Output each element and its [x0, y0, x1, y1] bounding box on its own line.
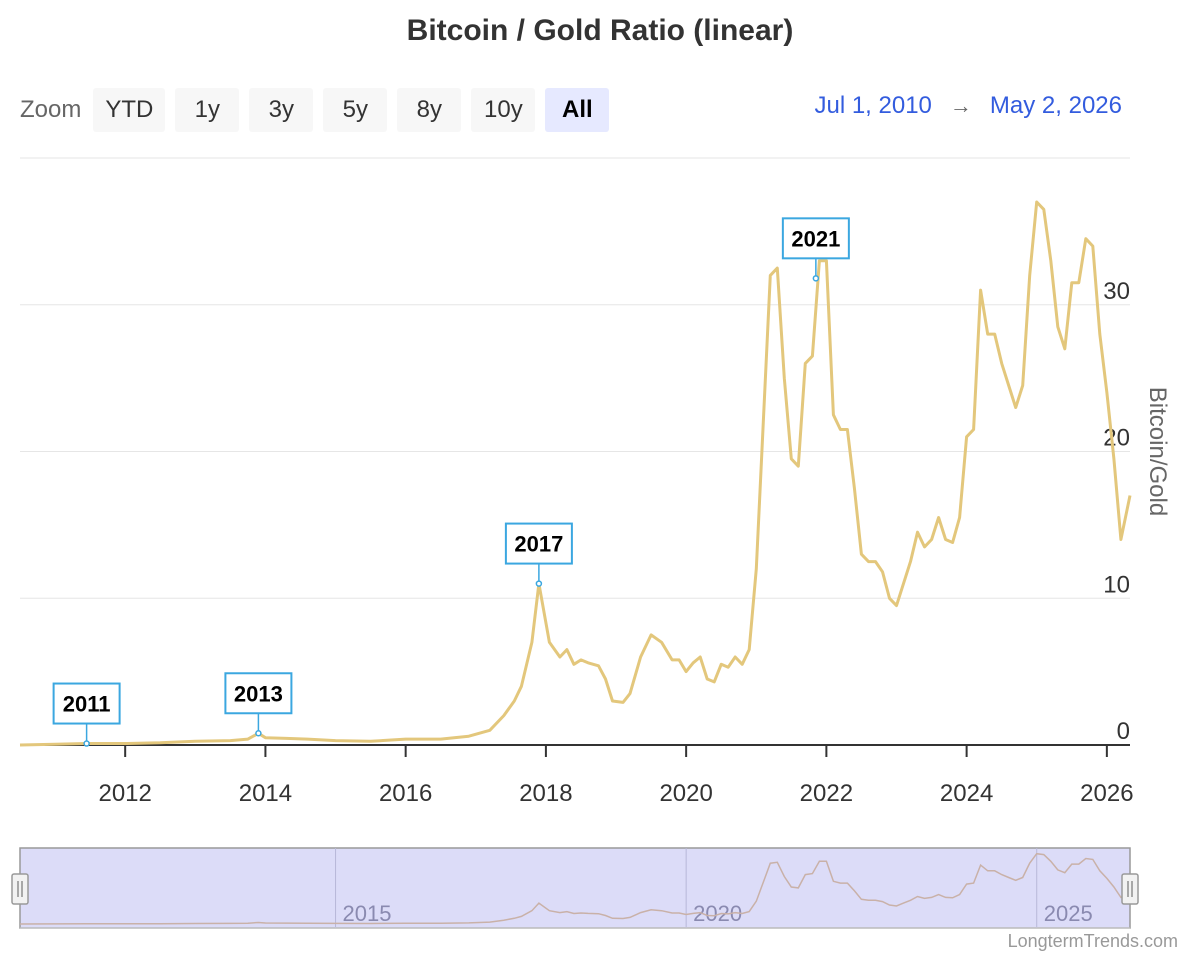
x-tick-label: 2018: [519, 780, 572, 807]
zoom-3y-button[interactable]: 3y: [249, 88, 314, 132]
x-tick-label: 2024: [940, 780, 993, 807]
navigator-tick-label: 2015: [343, 901, 392, 926]
y-tick-label: 0: [1117, 718, 1130, 745]
zoom-ytd-button[interactable]: YTD: [93, 88, 166, 132]
range-to-input[interactable]: May 2, 2026: [989, 92, 1122, 119]
zoom-bar: Zoom YTD 1y 3y 5y 8y 10y All: [20, 88, 619, 132]
x-tick-label: 2016: [379, 780, 432, 807]
flag-box: [224, 672, 293, 715]
zoom-10y-button[interactable]: 10y: [471, 88, 536, 132]
navigator-tick-label: 2025: [1044, 901, 1093, 926]
flag-point: [255, 730, 262, 737]
flag-label: 2013: [234, 681, 283, 706]
zoom-1y-button[interactable]: 1y: [175, 88, 240, 132]
flag-2011: 2011: [52, 682, 121, 747]
x-tick-label: 2026: [1080, 780, 1133, 807]
navigator-range: [19, 847, 1131, 929]
y-tick-label: 10: [1103, 571, 1130, 598]
credit-link[interactable]: LongtermTrends.com: [1007, 931, 1178, 951]
navigator-right-handle[interactable]: [1121, 873, 1139, 905]
x-tick-label: 2020: [659, 780, 712, 807]
x-tick-label: 2014: [239, 780, 292, 807]
flag-point: [812, 275, 820, 282]
range-arrow-icon: →: [949, 93, 972, 118]
flag-box: [504, 522, 573, 565]
handle-grip: [1121, 873, 1139, 905]
x-tick-label: 2012: [98, 780, 151, 807]
flag-point: [535, 580, 543, 587]
x-tick-label: 2022: [800, 780, 853, 807]
zoom-all-button[interactable]: All: [545, 88, 610, 132]
navigator-series-line: [19, 852, 1131, 925]
zoom-8y-button[interactable]: 8y: [397, 88, 462, 132]
zoom-label: Zoom: [20, 96, 82, 123]
date-range: Jul 1, 2010 → May 2, 2026: [814, 92, 1122, 120]
flag-label: 2017: [514, 532, 563, 557]
handle-grip: [11, 873, 29, 905]
y-axis-label: Bitcoin/Gold: [1144, 387, 1171, 516]
zoom-5y-button[interactable]: 5y: [323, 88, 388, 132]
flag-box: [781, 217, 850, 260]
flag-point: [83, 740, 90, 747]
flag-box: [52, 682, 121, 725]
flag-2013: 2013: [224, 672, 293, 737]
y-tick-label: 20: [1103, 425, 1130, 452]
range-from-input[interactable]: Jul 1, 2010: [814, 92, 932, 119]
navigator-left-handle[interactable]: [11, 873, 29, 905]
flag-label: 2021: [791, 226, 840, 251]
flag-2021: 2021: [781, 217, 850, 282]
series-line-bitcoin-gold: [19, 200, 1132, 747]
chart-title: Bitcoin / Gold Ratio (linear): [406, 14, 794, 47]
flag-label: 2011: [63, 692, 111, 717]
flag-2017: 2017: [504, 522, 573, 587]
y-tick-label: 30: [1103, 278, 1130, 305]
